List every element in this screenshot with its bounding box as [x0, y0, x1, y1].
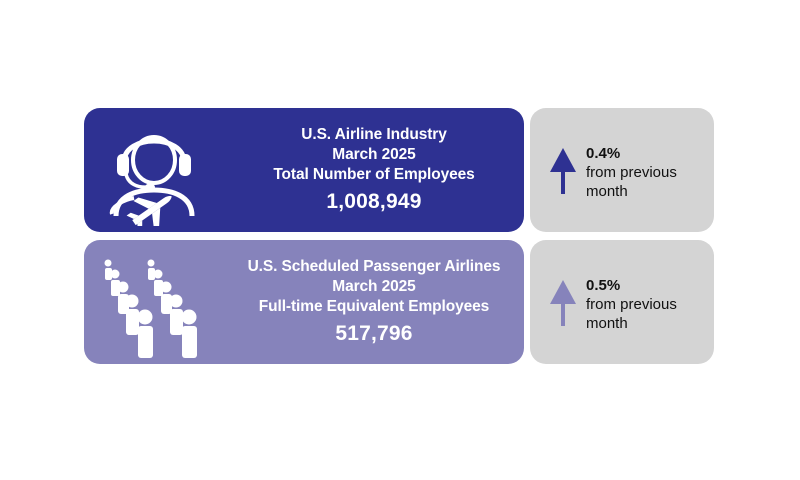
people-crowd-icon — [94, 248, 212, 360]
headset-agent-airplane-icon — [106, 118, 202, 232]
industry-panel: U.S. Airline Industry March 2025 Total N… — [84, 108, 524, 232]
up-arrow-icon — [550, 280, 576, 326]
industry-date: March 2025 — [332, 145, 416, 163]
industry-value: 1,008,949 — [326, 189, 422, 213]
passenger-metric: Full-time Equivalent Employees — [258, 297, 490, 315]
industry-metric: Total Number of Employees — [273, 165, 475, 183]
passenger-date: March 2025 — [332, 277, 416, 295]
passenger-text: U.S. Scheduled Passenger Airlines March … — [224, 240, 524, 364]
industry-change-text: 0.4% from previous month — [586, 144, 706, 201]
industry-title: U.S. Airline Industry — [301, 125, 447, 143]
passenger-change-text: 0.5% from previous month — [586, 276, 706, 333]
industry-change-desc: from previous month — [586, 164, 677, 200]
passenger-value: 517,796 — [335, 321, 413, 345]
up-arrow-icon — [550, 148, 576, 194]
passenger-change-panel: 0.5% from previous month — [530, 240, 714, 364]
industry-change-panel: 0.4% from previous month — [530, 108, 714, 232]
passenger-change-desc: from previous month — [586, 296, 677, 332]
industry-change-pct: 0.4% — [586, 145, 621, 162]
industry-text: U.S. Airline Industry March 2025 Total N… — [224, 108, 524, 232]
passenger-panel: U.S. Scheduled Passenger Airlines March … — [84, 240, 524, 364]
passenger-change-pct: 0.5% — [586, 277, 621, 294]
passenger-title: U.S. Scheduled Passenger Airlines — [247, 257, 501, 275]
